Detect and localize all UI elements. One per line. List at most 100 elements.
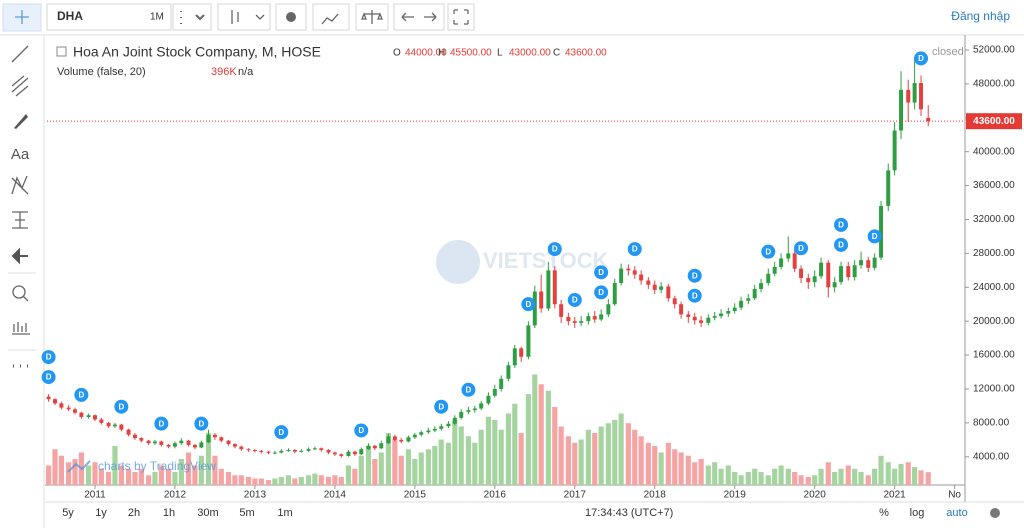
candle-body [786,253,791,259]
collapse-button[interactable] [56,46,67,57]
dividend-marker[interactable] [687,268,702,283]
dividend-marker[interactable] [521,297,536,312]
trend-line-tool[interactable] [11,45,29,63]
text-tool[interactable]: Aa [11,146,30,163]
dividend-marker[interactable] [354,423,369,438]
range-button[interactable]: 5y [62,507,74,519]
dividend-marker[interactable] [834,217,849,232]
candle-body [919,83,924,110]
measure-tool[interactable] [12,211,28,229]
candle-body [792,253,797,269]
x-tick-label: 2019 [724,490,747,501]
indicators-button[interactable] [312,3,350,31]
dividend-marker[interactable] [687,288,702,303]
dividend-marker[interactable] [594,285,609,300]
volume-bar [638,436,644,485]
percent-toggle[interactable]: % [879,507,889,519]
interval[interactable]: 1M [150,12,164,23]
candle-body [99,419,104,423]
candle-body [419,432,424,435]
dividend-marker[interactable] [154,416,169,431]
left-toolbar [0,36,44,501]
range-button[interactable]: 2h [128,507,140,519]
zoom-tool[interactable] [12,285,26,299]
dividend-marker[interactable] [547,242,562,257]
y-tick-label: 48000.00 [973,79,1015,90]
fullscreen-icon [453,9,469,25]
candle-body [472,408,477,411]
lock-tool[interactable] [12,322,30,335]
dividend-label: D [692,271,698,280]
log-toggle[interactable]: log [910,507,925,519]
y-tick-label: 36000.00 [973,180,1015,191]
dividend-marker[interactable] [914,51,929,66]
volume-bar [492,420,498,485]
candle-body [252,450,257,451]
volume-bar [412,459,418,485]
candle-body [139,438,144,441]
dividend-marker[interactable] [867,229,882,244]
dividend-marker[interactable] [114,399,129,414]
volume-bar [465,436,471,485]
volume-bar [198,455,204,485]
range-button[interactable]: 1h [163,507,175,519]
dividend-marker[interactable] [41,370,56,385]
gear-icon [286,12,296,22]
dividend-marker[interactable] [274,425,289,440]
dividend-label: D [632,245,638,254]
candle-body [466,410,471,412]
candle-body [766,273,771,284]
candle-body [626,268,631,271]
candle-body [306,449,311,451]
dividend-marker[interactable] [627,242,642,257]
x-tick-label: 2015 [404,490,427,501]
fullscreen-button[interactable] [447,3,475,31]
volume-bar [158,465,164,485]
range-button[interactable]: 1y [95,507,107,519]
candle-body [759,283,764,289]
settings-icon[interactable] [990,508,1000,518]
candle-body [386,436,391,444]
range-button[interactable]: 5m [239,507,254,519]
candle-body [279,450,284,453]
volume-bar [152,472,158,485]
volume-bar [665,442,671,485]
dividend-marker[interactable] [41,350,56,365]
dividend-label: D [552,245,558,254]
ohlc-value: 43000.00 [509,48,551,59]
volume-title: Volume (false, 20) [57,66,146,78]
brush-tool[interactable] [14,114,28,129]
dividend-marker[interactable] [461,382,476,397]
pattern-tool[interactable] [11,175,29,195]
volume-bar [825,462,831,485]
volume-bar [385,433,392,485]
credit[interactable]: charts by TradingView [98,459,216,473]
dividend-marker[interactable] [834,237,849,252]
candle-body [479,403,484,409]
volume-bar [558,426,564,485]
auto-toggle[interactable]: auto [946,507,967,519]
candle-body [212,434,217,438]
range-button[interactable]: 1m [277,507,292,519]
volume-bar [365,446,372,485]
symbol-box[interactable] [46,3,172,31]
pitchfork-tool[interactable] [11,75,29,97]
volume-bar [552,407,558,485]
login-link[interactable]: Đăng nhập [951,9,1010,23]
interval-menu[interactable] [172,3,212,31]
dividend-marker[interactable] [761,244,776,259]
volume-bar [612,420,618,485]
dividend-marker[interactable] [434,399,449,414]
volume-bar [98,468,104,485]
volume-bar [672,449,678,485]
candle-body [332,452,337,455]
range-button[interactable]: 30m [197,507,218,519]
dividend-marker[interactable] [594,265,609,280]
dividend-marker[interactable] [794,241,809,256]
undo-redo[interactable] [393,3,445,31]
dividend-marker[interactable] [74,387,89,402]
dividend-marker[interactable] [194,416,209,431]
dividend-marker[interactable] [567,292,582,307]
remove-tool[interactable] [11,247,28,265]
candle-body [866,260,871,268]
